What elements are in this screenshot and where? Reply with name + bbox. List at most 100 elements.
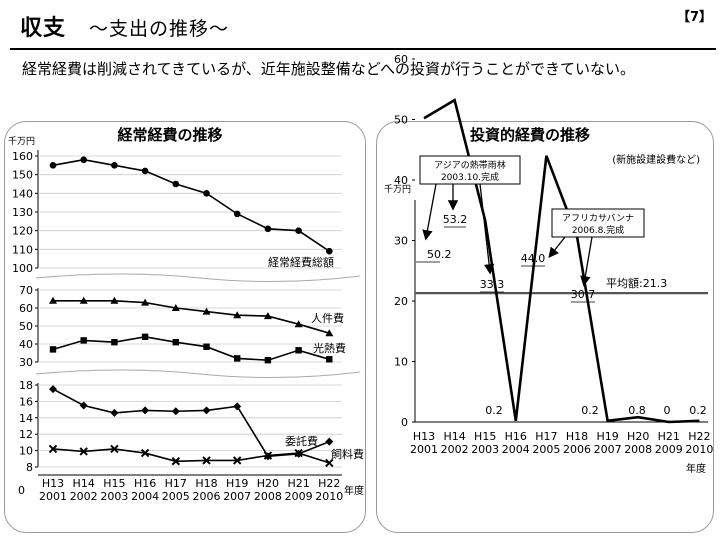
x-tick-label: 2008 <box>624 443 652 456</box>
summary-text: 経常経費は削減されてきているが、近年施設整備などへの投資が行うことができていない… <box>22 60 636 78</box>
y-tick-label: 16 <box>19 395 33 408</box>
y-tick-label: 40 <box>394 174 408 187</box>
x-tick-label: H19 <box>596 430 618 443</box>
y-tick-label: 70 <box>19 284 33 297</box>
axis-break <box>35 273 361 283</box>
page-number: 【7】 <box>676 10 712 25</box>
annotation-text: アジアの熱帯雨林 <box>434 159 506 171</box>
annotation-arrow <box>580 236 593 287</box>
data-point <box>141 406 150 415</box>
data-point <box>49 346 57 353</box>
x-tick-label: H22 <box>688 430 710 443</box>
y-tick-label: 30 <box>394 235 408 248</box>
data-point <box>171 304 180 311</box>
annotation-arrow <box>422 183 437 241</box>
series-label: 光熱費 <box>313 341 346 355</box>
x-tick-label: 2004 <box>131 490 159 503</box>
y-tick-label: 100 <box>12 262 33 275</box>
data-point <box>49 162 57 169</box>
data-point <box>172 180 180 188</box>
right-chart-panel <box>376 121 714 533</box>
y-tick-label: 50 <box>19 320 33 333</box>
x-tick-label: 2010 <box>315 490 343 503</box>
data-point <box>232 456 242 465</box>
y-tick-label: 12 <box>19 428 33 441</box>
x-tick-label: 2007 <box>223 490 251 503</box>
data-point <box>264 357 272 364</box>
data-point <box>171 457 181 466</box>
data-point <box>49 296 57 304</box>
data-point <box>140 448 150 458</box>
x-tick-label: H13 <box>42 477 64 490</box>
y-tick-label: 160 <box>12 150 33 163</box>
y-tick-label: 150 <box>12 169 33 182</box>
y-tick-label: 60 <box>19 302 33 315</box>
data-point <box>49 385 57 394</box>
x-tick-label: 2004 <box>502 443 530 456</box>
data-label: 30.7 <box>571 288 596 301</box>
y-tick-label: 8 <box>26 461 33 474</box>
data-point <box>141 167 149 175</box>
x-tick-label: H14 <box>443 430 465 443</box>
data-point <box>295 347 302 354</box>
series-label: 委託費 <box>285 434 318 448</box>
data-point <box>80 337 87 344</box>
y-tick-label: 0 <box>18 484 25 497</box>
left-chart-title: 経常経費の推移 <box>117 126 222 144</box>
x-tick-label: 2001 <box>39 490 67 503</box>
data-point <box>203 343 210 350</box>
annotation-text: 2006.8.完成 <box>572 224 624 236</box>
data-point <box>203 190 210 197</box>
data-label: 0.8 <box>628 404 646 417</box>
left-x-title: 年度 <box>344 484 364 497</box>
x-tick-label: 2009 <box>285 490 313 503</box>
y-tick-label: 20 <box>394 295 408 308</box>
y-tick-label: 10 <box>19 445 33 458</box>
x-tick-label: H20 <box>257 477 279 490</box>
data-label: 0.2 <box>485 404 503 417</box>
data-point <box>79 401 88 410</box>
x-tick-label: 2007 <box>594 443 622 456</box>
annotation-arrow <box>479 183 495 275</box>
series-line-飼料費 <box>52 448 330 464</box>
data-point <box>234 355 241 362</box>
data-point <box>264 225 272 233</box>
data-point <box>325 458 334 468</box>
y-tick-label: 120 <box>12 225 33 238</box>
x-tick-label: 2002 <box>70 490 98 503</box>
right-x-title: 年度 <box>686 462 706 475</box>
data-point <box>202 307 211 315</box>
annotation-text: 2003.10.完成 <box>441 171 499 183</box>
data-point <box>202 406 211 415</box>
series-label: 飼料費 <box>331 447 364 461</box>
x-tick-label: H16 <box>505 430 527 443</box>
x-tick-label: 2005 <box>532 443 560 456</box>
data-point <box>141 298 150 306</box>
x-tick-label: H20 <box>627 430 649 443</box>
x-tick-label: H22 <box>318 477 340 490</box>
data-point <box>110 296 119 304</box>
y-tick-label: 18 <box>19 379 33 392</box>
data-point <box>80 156 87 164</box>
x-tick-label: 2009 <box>655 443 683 456</box>
data-label: 33.3 <box>480 278 505 291</box>
data-point <box>295 227 302 234</box>
y-tick-label: 60 <box>394 53 408 66</box>
data-point <box>110 444 119 454</box>
data-point <box>233 210 241 218</box>
x-tick-label: 2008 <box>254 490 282 503</box>
x-tick-label: 2006 <box>193 490 221 503</box>
average-label: 平均額:21.3 <box>606 277 667 290</box>
data-point <box>326 356 333 363</box>
annotation-box <box>551 208 645 238</box>
data-point <box>172 339 179 346</box>
title-main: 収支 <box>20 16 67 41</box>
y-tick-label: 14 <box>19 412 33 425</box>
data-label: 50.2 <box>427 248 452 261</box>
x-tick-label: H18 <box>195 477 217 490</box>
data-point <box>326 247 333 255</box>
x-tick-label: 2001 <box>410 443 438 456</box>
y-tick-label: 110 <box>12 243 33 256</box>
x-tick-label: 2010 <box>685 443 713 456</box>
